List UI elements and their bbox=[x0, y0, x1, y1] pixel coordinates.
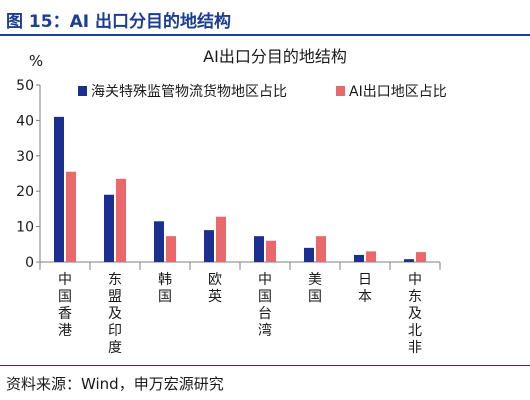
bar-customs-6 bbox=[354, 254, 364, 262]
bar-customs-7 bbox=[404, 259, 414, 262]
y-tick-label: 50 bbox=[16, 78, 34, 94]
x-tick-label: 中国台湾 bbox=[258, 272, 272, 339]
bar-customs-0 bbox=[54, 116, 64, 262]
x-tick-label: 中东及北非 bbox=[408, 272, 422, 356]
x-tick-label: 韩国 bbox=[158, 272, 172, 305]
bar-customs-3 bbox=[204, 230, 214, 262]
bar-ai-4 bbox=[266, 240, 276, 262]
y-tick-label: 10 bbox=[16, 220, 34, 236]
bar-ai-6 bbox=[366, 251, 376, 262]
bar-ai-7 bbox=[416, 252, 426, 262]
bar-ai-0 bbox=[66, 171, 76, 262]
y-tick-label: 30 bbox=[16, 149, 34, 165]
y-axis-label: % bbox=[29, 52, 43, 70]
bar-ai-5 bbox=[316, 236, 326, 262]
x-tick-label: 日本 bbox=[358, 272, 372, 305]
bar-customs-1 bbox=[104, 194, 114, 262]
chart-title: AI出口分目的地结构 bbox=[203, 47, 347, 66]
source-note: 资料来源：Wind，申万宏源研究 bbox=[6, 375, 224, 393]
footer-rule bbox=[0, 365, 530, 366]
bar-customs-2 bbox=[154, 221, 164, 262]
x-tick-label: 东盟及印度 bbox=[108, 272, 122, 356]
legend-label-1: AI出口地区占比 bbox=[349, 84, 447, 100]
x-tick-label: 美国 bbox=[308, 272, 322, 305]
figure-title: 图 15：AI 出口分目的地结构 bbox=[6, 12, 231, 32]
bar-chart: AI出口分目的地结构% 0 10 20 30 40 50 中国香港 东盟及印度 韩国 欧英 中国台湾 美… bbox=[16, 47, 447, 356]
legend-swatch-0 bbox=[78, 86, 87, 96]
figure-header: 图 15：AI 出口分目的地结构 bbox=[0, 0, 530, 36]
bar-ai-1 bbox=[116, 178, 126, 262]
y-tick-label: 20 bbox=[16, 184, 34, 200]
x-tick-label: 欧英 bbox=[208, 272, 222, 305]
x-tick-label: 中国香港 bbox=[58, 272, 72, 339]
header-rule bbox=[0, 34, 530, 36]
legend-swatch-1 bbox=[336, 86, 345, 96]
y-tick-label: 0 bbox=[25, 255, 34, 271]
bar-ai-3 bbox=[216, 216, 226, 262]
bar-customs-5 bbox=[304, 247, 314, 262]
y-tick-label: 40 bbox=[16, 113, 34, 129]
bar-ai-2 bbox=[166, 236, 176, 262]
legend-label-0: 海关特殊监管物流货物地区占比 bbox=[91, 83, 287, 100]
bar-customs-4 bbox=[254, 236, 264, 262]
